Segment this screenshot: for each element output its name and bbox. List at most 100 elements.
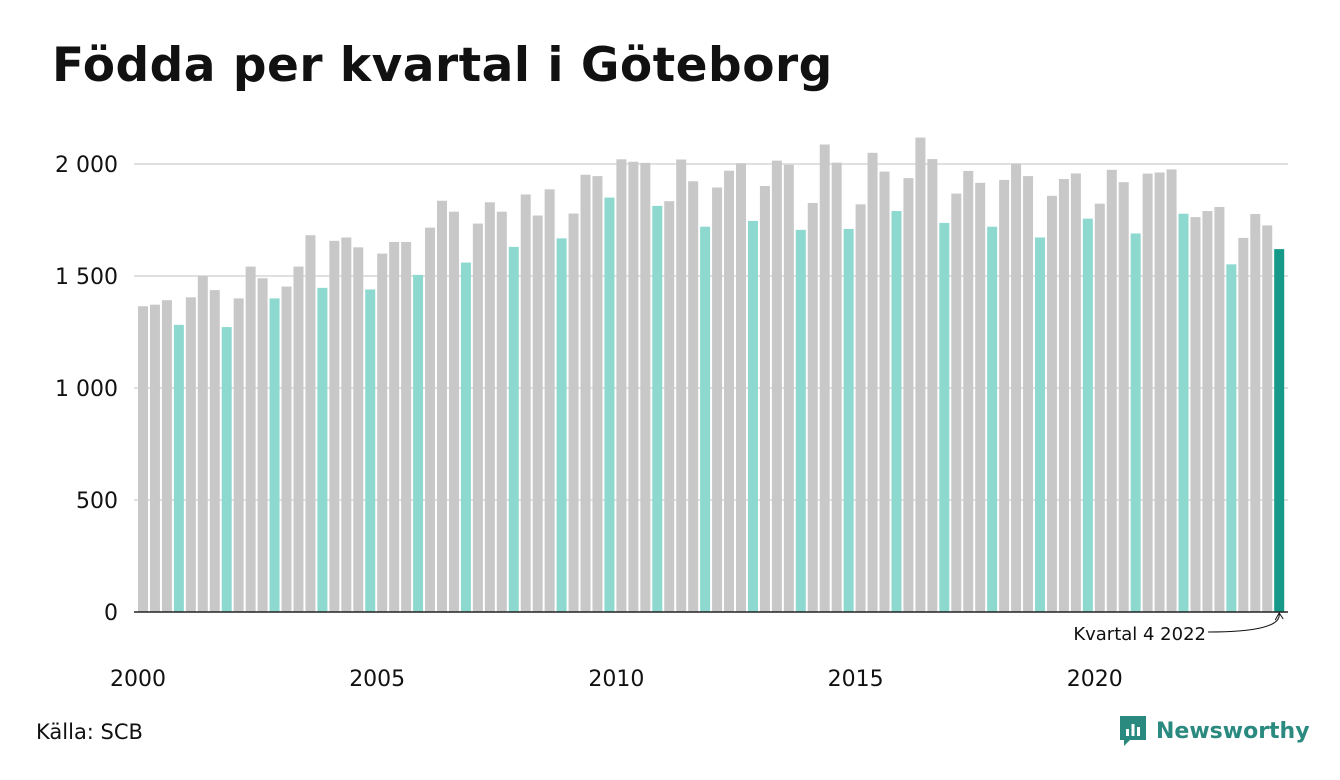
bar [1070, 173, 1081, 612]
bar [1238, 237, 1249, 613]
bars [138, 137, 1285, 613]
bar [855, 204, 866, 612]
bar [197, 276, 208, 612]
bar [305, 235, 316, 613]
bar [233, 298, 244, 612]
bar [257, 278, 268, 612]
bar [1023, 176, 1034, 612]
bar [712, 187, 723, 612]
bar [1046, 195, 1057, 612]
bar [819, 144, 830, 612]
bar [759, 185, 770, 612]
bar [556, 238, 567, 612]
bar [353, 247, 364, 612]
bar [377, 253, 388, 612]
bar [221, 327, 232, 612]
bar [927, 159, 938, 612]
bar [568, 213, 579, 612]
bar [999, 179, 1010, 612]
bar [724, 170, 735, 612]
bar [1094, 203, 1105, 612]
bar [891, 211, 902, 613]
bar [1154, 172, 1165, 612]
x-tick-label: 2020 [1067, 667, 1123, 692]
bar [616, 159, 627, 613]
bar [903, 178, 914, 613]
x-tick-label: 2005 [349, 667, 405, 692]
bar [185, 297, 196, 612]
bar [329, 240, 340, 612]
bar [1202, 211, 1213, 613]
annotation-label: Kvartal 4 2022 [1073, 624, 1206, 645]
bar [413, 274, 424, 612]
bar [520, 194, 531, 612]
bar [843, 228, 854, 612]
y-tick-label: 2 000 [55, 153, 118, 178]
bar [317, 287, 328, 612]
bar [245, 266, 256, 612]
bar [508, 246, 519, 612]
y-tick-label: 500 [76, 489, 118, 514]
bar [736, 163, 746, 612]
bar [1082, 218, 1093, 612]
bar [1214, 207, 1225, 612]
bar [1226, 264, 1237, 612]
bar [161, 300, 172, 612]
bar [652, 205, 663, 612]
bar [293, 266, 304, 612]
y-tick-label: 1 000 [55, 377, 118, 402]
bar [401, 241, 412, 612]
bar [269, 298, 280, 612]
bar [341, 237, 352, 612]
bar [879, 171, 890, 612]
bar [138, 306, 148, 612]
bar [975, 182, 986, 612]
axes: 0 500 1 000 1 500 2 000 2000 2005 2010 2015 2020 [55, 153, 1288, 692]
bar [771, 160, 782, 612]
bar [664, 201, 675, 612]
bar [437, 200, 447, 613]
bar [628, 161, 639, 612]
y-tick-label: 0 [104, 601, 118, 626]
bar [209, 290, 220, 612]
bar [281, 286, 292, 612]
chart-title: Födda per kvartal i Göteborg [52, 38, 833, 93]
bar [1130, 233, 1141, 612]
y-tick-label: 1 500 [55, 265, 118, 290]
bar [747, 220, 758, 612]
bar [640, 162, 651, 612]
bar [532, 215, 543, 612]
bar [484, 202, 495, 613]
x-tick-label: 2010 [588, 667, 644, 692]
brand-name: Newsworthy [1156, 718, 1310, 744]
annotation-arrowhead [1274, 612, 1284, 621]
bar [1142, 173, 1153, 612]
bar [963, 170, 974, 612]
bar [1035, 237, 1045, 612]
bar [496, 211, 507, 612]
newsworthy-logo-icon [1120, 716, 1146, 746]
bar [592, 176, 603, 612]
bar [1262, 225, 1273, 612]
bar [1178, 213, 1189, 613]
bar [580, 174, 591, 612]
bar [460, 262, 471, 612]
bar [700, 226, 711, 612]
bar [544, 189, 555, 612]
bar [831, 162, 842, 612]
bar [425, 227, 436, 612]
bar [1118, 182, 1129, 612]
bar [1166, 169, 1177, 612]
bar [867, 152, 878, 613]
brand[interactable]: Newsworthy [1118, 714, 1310, 748]
bar [604, 197, 615, 612]
bar [987, 226, 998, 612]
bar [1250, 213, 1261, 612]
bar [915, 137, 926, 612]
x-tick-label: 2000 [110, 667, 166, 692]
bar [951, 193, 962, 612]
source-note: Källa: SCB [36, 720, 143, 744]
bar [1106, 169, 1117, 612]
bar [365, 289, 376, 612]
x-tick-label: 2015 [828, 667, 884, 692]
